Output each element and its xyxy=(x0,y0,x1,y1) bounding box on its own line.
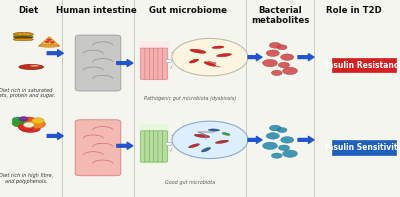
FancyArrowPatch shape xyxy=(47,132,63,139)
Circle shape xyxy=(266,50,279,56)
FancyArrowPatch shape xyxy=(336,144,348,152)
Circle shape xyxy=(172,121,248,159)
FancyArrowPatch shape xyxy=(298,136,314,143)
Circle shape xyxy=(272,153,282,158)
FancyArrowPatch shape xyxy=(248,136,262,143)
Circle shape xyxy=(266,133,279,139)
FancyBboxPatch shape xyxy=(145,131,150,162)
Ellipse shape xyxy=(39,45,60,47)
FancyBboxPatch shape xyxy=(158,48,163,79)
Circle shape xyxy=(12,117,24,123)
FancyArrowPatch shape xyxy=(336,61,348,69)
Ellipse shape xyxy=(204,62,216,66)
Circle shape xyxy=(278,62,290,68)
FancyBboxPatch shape xyxy=(139,124,169,164)
Ellipse shape xyxy=(13,32,33,36)
Text: Insulin Sensitivity: Insulin Sensitivity xyxy=(325,143,400,152)
FancyBboxPatch shape xyxy=(140,131,146,162)
Circle shape xyxy=(172,38,248,76)
FancyBboxPatch shape xyxy=(75,120,121,176)
FancyBboxPatch shape xyxy=(140,48,146,79)
FancyBboxPatch shape xyxy=(75,35,121,91)
FancyArrowPatch shape xyxy=(248,54,262,61)
Ellipse shape xyxy=(26,34,29,35)
Circle shape xyxy=(272,70,282,75)
Ellipse shape xyxy=(190,49,206,53)
FancyArrowPatch shape xyxy=(117,59,133,67)
FancyBboxPatch shape xyxy=(162,48,168,79)
Circle shape xyxy=(281,54,294,60)
FancyBboxPatch shape xyxy=(149,131,154,162)
Text: Diet: Diet xyxy=(18,6,38,15)
Circle shape xyxy=(282,67,297,75)
Circle shape xyxy=(263,142,278,150)
Circle shape xyxy=(277,45,287,50)
FancyBboxPatch shape xyxy=(154,48,159,79)
Ellipse shape xyxy=(212,46,224,48)
FancyBboxPatch shape xyxy=(145,48,150,79)
Ellipse shape xyxy=(202,148,210,152)
FancyBboxPatch shape xyxy=(158,131,163,162)
Circle shape xyxy=(269,42,281,48)
Ellipse shape xyxy=(194,134,210,138)
Circle shape xyxy=(281,137,294,143)
Circle shape xyxy=(282,150,297,157)
FancyBboxPatch shape xyxy=(332,140,396,155)
Ellipse shape xyxy=(19,64,44,70)
Ellipse shape xyxy=(13,38,33,41)
Circle shape xyxy=(263,59,278,67)
Circle shape xyxy=(45,41,50,43)
Circle shape xyxy=(27,120,46,129)
Circle shape xyxy=(19,117,28,121)
Circle shape xyxy=(18,123,33,131)
FancyArrowPatch shape xyxy=(298,54,314,61)
Ellipse shape xyxy=(13,36,33,37)
Circle shape xyxy=(24,122,34,127)
Circle shape xyxy=(278,145,290,151)
Ellipse shape xyxy=(222,133,230,135)
FancyBboxPatch shape xyxy=(154,131,159,162)
Circle shape xyxy=(269,125,281,131)
Circle shape xyxy=(20,117,37,125)
Ellipse shape xyxy=(190,59,198,63)
Ellipse shape xyxy=(215,140,229,144)
Circle shape xyxy=(12,120,27,127)
Ellipse shape xyxy=(20,126,40,132)
Circle shape xyxy=(166,142,172,145)
Polygon shape xyxy=(39,37,60,46)
Circle shape xyxy=(166,59,172,63)
Ellipse shape xyxy=(188,144,200,148)
Ellipse shape xyxy=(208,129,220,131)
FancyBboxPatch shape xyxy=(149,48,154,79)
FancyArrowPatch shape xyxy=(117,142,133,149)
Text: Good gut microbiota: Good gut microbiota xyxy=(165,180,215,185)
Circle shape xyxy=(277,128,287,133)
FancyBboxPatch shape xyxy=(332,58,396,72)
FancyBboxPatch shape xyxy=(139,41,169,81)
Ellipse shape xyxy=(30,65,39,67)
Text: Human intestine: Human intestine xyxy=(56,6,136,15)
Circle shape xyxy=(47,39,52,41)
Ellipse shape xyxy=(14,37,33,39)
FancyBboxPatch shape xyxy=(162,131,168,162)
Text: Insulin Resistance: Insulin Resistance xyxy=(325,60,400,70)
Text: Role in T2D: Role in T2D xyxy=(326,6,382,15)
Circle shape xyxy=(50,41,55,44)
Circle shape xyxy=(32,118,44,124)
Text: Diet rich in saturated
fats, protein and sugar.: Diet rich in saturated fats, protein and… xyxy=(0,88,55,98)
Ellipse shape xyxy=(23,33,26,34)
Text: Pathogenic gut microbiota (dysbiosis): Pathogenic gut microbiota (dysbiosis) xyxy=(144,96,236,100)
Text: Diet rich in high fibre,
and polyphenols.: Diet rich in high fibre, and polyphenols… xyxy=(0,173,53,184)
Text: Bacterial
metabolites: Bacterial metabolites xyxy=(251,6,309,25)
FancyArrowPatch shape xyxy=(47,50,63,57)
Text: Gut microbiome: Gut microbiome xyxy=(149,6,227,15)
Ellipse shape xyxy=(217,54,231,57)
